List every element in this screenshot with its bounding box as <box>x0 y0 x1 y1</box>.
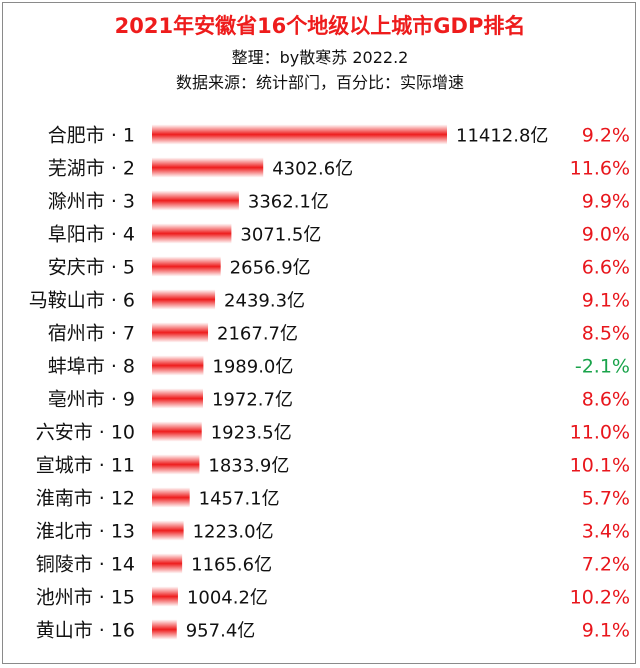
category-label: 亳州市 · 9 <box>48 389 135 411</box>
value-label: 957.4亿 <box>186 621 256 642</box>
value-label: 2656.9亿 <box>230 258 311 279</box>
category-label: 阜阳市 · 4 <box>48 224 135 246</box>
value-label: 1989.0亿 <box>212 357 293 378</box>
gdp-bar <box>152 355 204 376</box>
category-label: 池州市 · 15 <box>36 587 135 609</box>
growth-label: 6.6% <box>582 257 630 279</box>
value-label: 1972.7亿 <box>212 390 293 411</box>
gdp-bar <box>152 520 184 541</box>
gdp-bar <box>152 553 183 574</box>
growth-label: 10.2% <box>570 587 630 609</box>
gdp-bar <box>152 256 221 277</box>
gdp-bar <box>152 322 209 343</box>
category-label: 六安市 · 10 <box>36 422 135 444</box>
value-label: 1004.2亿 <box>187 588 268 609</box>
compiler-credit: 整理：by散寒苏 2022.2 <box>231 48 409 67</box>
category-label: 马鞍山市 · 6 <box>29 290 135 312</box>
category-label: 芜湖市 · 2 <box>48 158 135 180</box>
gdp-bar <box>152 619 177 640</box>
growth-label: 9.9% <box>582 191 630 213</box>
category-label: 宿州市 · 7 <box>48 323 135 345</box>
value-label: 3362.1亿 <box>248 192 329 213</box>
gdp-bar <box>152 487 190 508</box>
gdp-bar <box>152 586 178 607</box>
value-label: 1833.9亿 <box>208 456 289 477</box>
growth-label: 11.6% <box>570 158 630 180</box>
gdp-bar <box>152 289 216 310</box>
growth-label: 9.1% <box>582 290 630 312</box>
gdp-bar <box>152 223 232 244</box>
category-label: 淮南市 · 12 <box>36 488 135 510</box>
growth-label: 8.5% <box>582 323 630 345</box>
value-label: 4302.6亿 <box>272 159 353 180</box>
gdp-bar <box>152 124 447 145</box>
value-label: 1165.6亿 <box>191 555 272 576</box>
category-label: 安庆市 · 5 <box>48 257 135 279</box>
category-label: 淮北市 · 13 <box>36 521 135 543</box>
value-label: 2167.7亿 <box>217 324 298 345</box>
gdp-bar <box>152 421 202 442</box>
value-label: 2439.3亿 <box>224 291 305 312</box>
value-label: 1923.5亿 <box>211 423 292 444</box>
growth-label: 9.0% <box>582 224 630 246</box>
growth-label: 5.7% <box>582 488 630 510</box>
value-label: 11412.8亿 <box>456 126 548 147</box>
category-label: 宣城市 · 11 <box>36 455 135 477</box>
growth-label: 9.1% <box>582 620 630 642</box>
data-source-note: 数据来源：统计部门，百分比：实际增速 <box>175 73 464 92</box>
growth-label: 7.2% <box>582 554 630 576</box>
growth-label: 8.6% <box>582 389 630 411</box>
growth-label: 3.4% <box>582 521 630 543</box>
gdp-bar <box>152 190 239 211</box>
value-label: 1457.1亿 <box>199 489 280 510</box>
category-label: 蚌埠市 · 8 <box>48 356 135 378</box>
growth-label: 11.0% <box>570 422 630 444</box>
growth-label: -2.1% <box>575 356 630 378</box>
category-label: 铜陵市 · 14 <box>36 554 135 576</box>
gdp-bar <box>152 388 203 409</box>
category-label: 合肥市 · 1 <box>48 125 135 147</box>
category-label: 滁州市 · 3 <box>48 191 135 213</box>
chart-title: 2021年安徽省16个地级以上城市GDP排名 <box>114 14 526 38</box>
value-label: 3071.5亿 <box>240 225 321 246</box>
gdp-bar <box>152 157 264 178</box>
growth-label: 9.2% <box>582 125 630 147</box>
growth-label: 10.1% <box>570 455 630 477</box>
category-label: 黄山市 · 16 <box>36 620 135 642</box>
gdp-bar <box>152 454 200 475</box>
value-label: 1223.0亿 <box>193 522 274 543</box>
